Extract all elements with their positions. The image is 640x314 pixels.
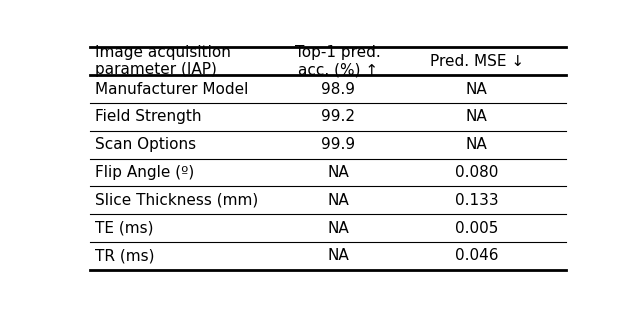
- Text: Flip Angle (º): Flip Angle (º): [95, 165, 194, 180]
- Text: 0.005: 0.005: [455, 220, 499, 236]
- Text: 98.9: 98.9: [321, 82, 355, 97]
- Text: NA: NA: [466, 82, 488, 97]
- Text: TR (ms): TR (ms): [95, 248, 154, 263]
- Text: NA: NA: [327, 220, 349, 236]
- Text: 99.2: 99.2: [321, 109, 355, 124]
- Text: Scan Options: Scan Options: [95, 137, 196, 152]
- Text: Image acquisition
parameter (IAP): Image acquisition parameter (IAP): [95, 45, 231, 78]
- Text: NA: NA: [466, 137, 488, 152]
- Text: TE (ms): TE (ms): [95, 220, 154, 236]
- Text: Top-1 pred.
acc. (%) ↑: Top-1 pred. acc. (%) ↑: [295, 45, 381, 78]
- Text: 0.133: 0.133: [455, 193, 499, 208]
- Text: NA: NA: [327, 248, 349, 263]
- Text: Pred. MSE ↓: Pred. MSE ↓: [429, 54, 524, 69]
- Text: NA: NA: [327, 165, 349, 180]
- Text: 0.080: 0.080: [455, 165, 499, 180]
- Text: Manufacturer Model: Manufacturer Model: [95, 82, 248, 97]
- Text: Field Strength: Field Strength: [95, 109, 202, 124]
- Text: 0.046: 0.046: [455, 248, 499, 263]
- Text: NA: NA: [466, 109, 488, 124]
- Text: 99.9: 99.9: [321, 137, 355, 152]
- Text: NA: NA: [327, 193, 349, 208]
- Text: Slice Thickness (mm): Slice Thickness (mm): [95, 193, 258, 208]
